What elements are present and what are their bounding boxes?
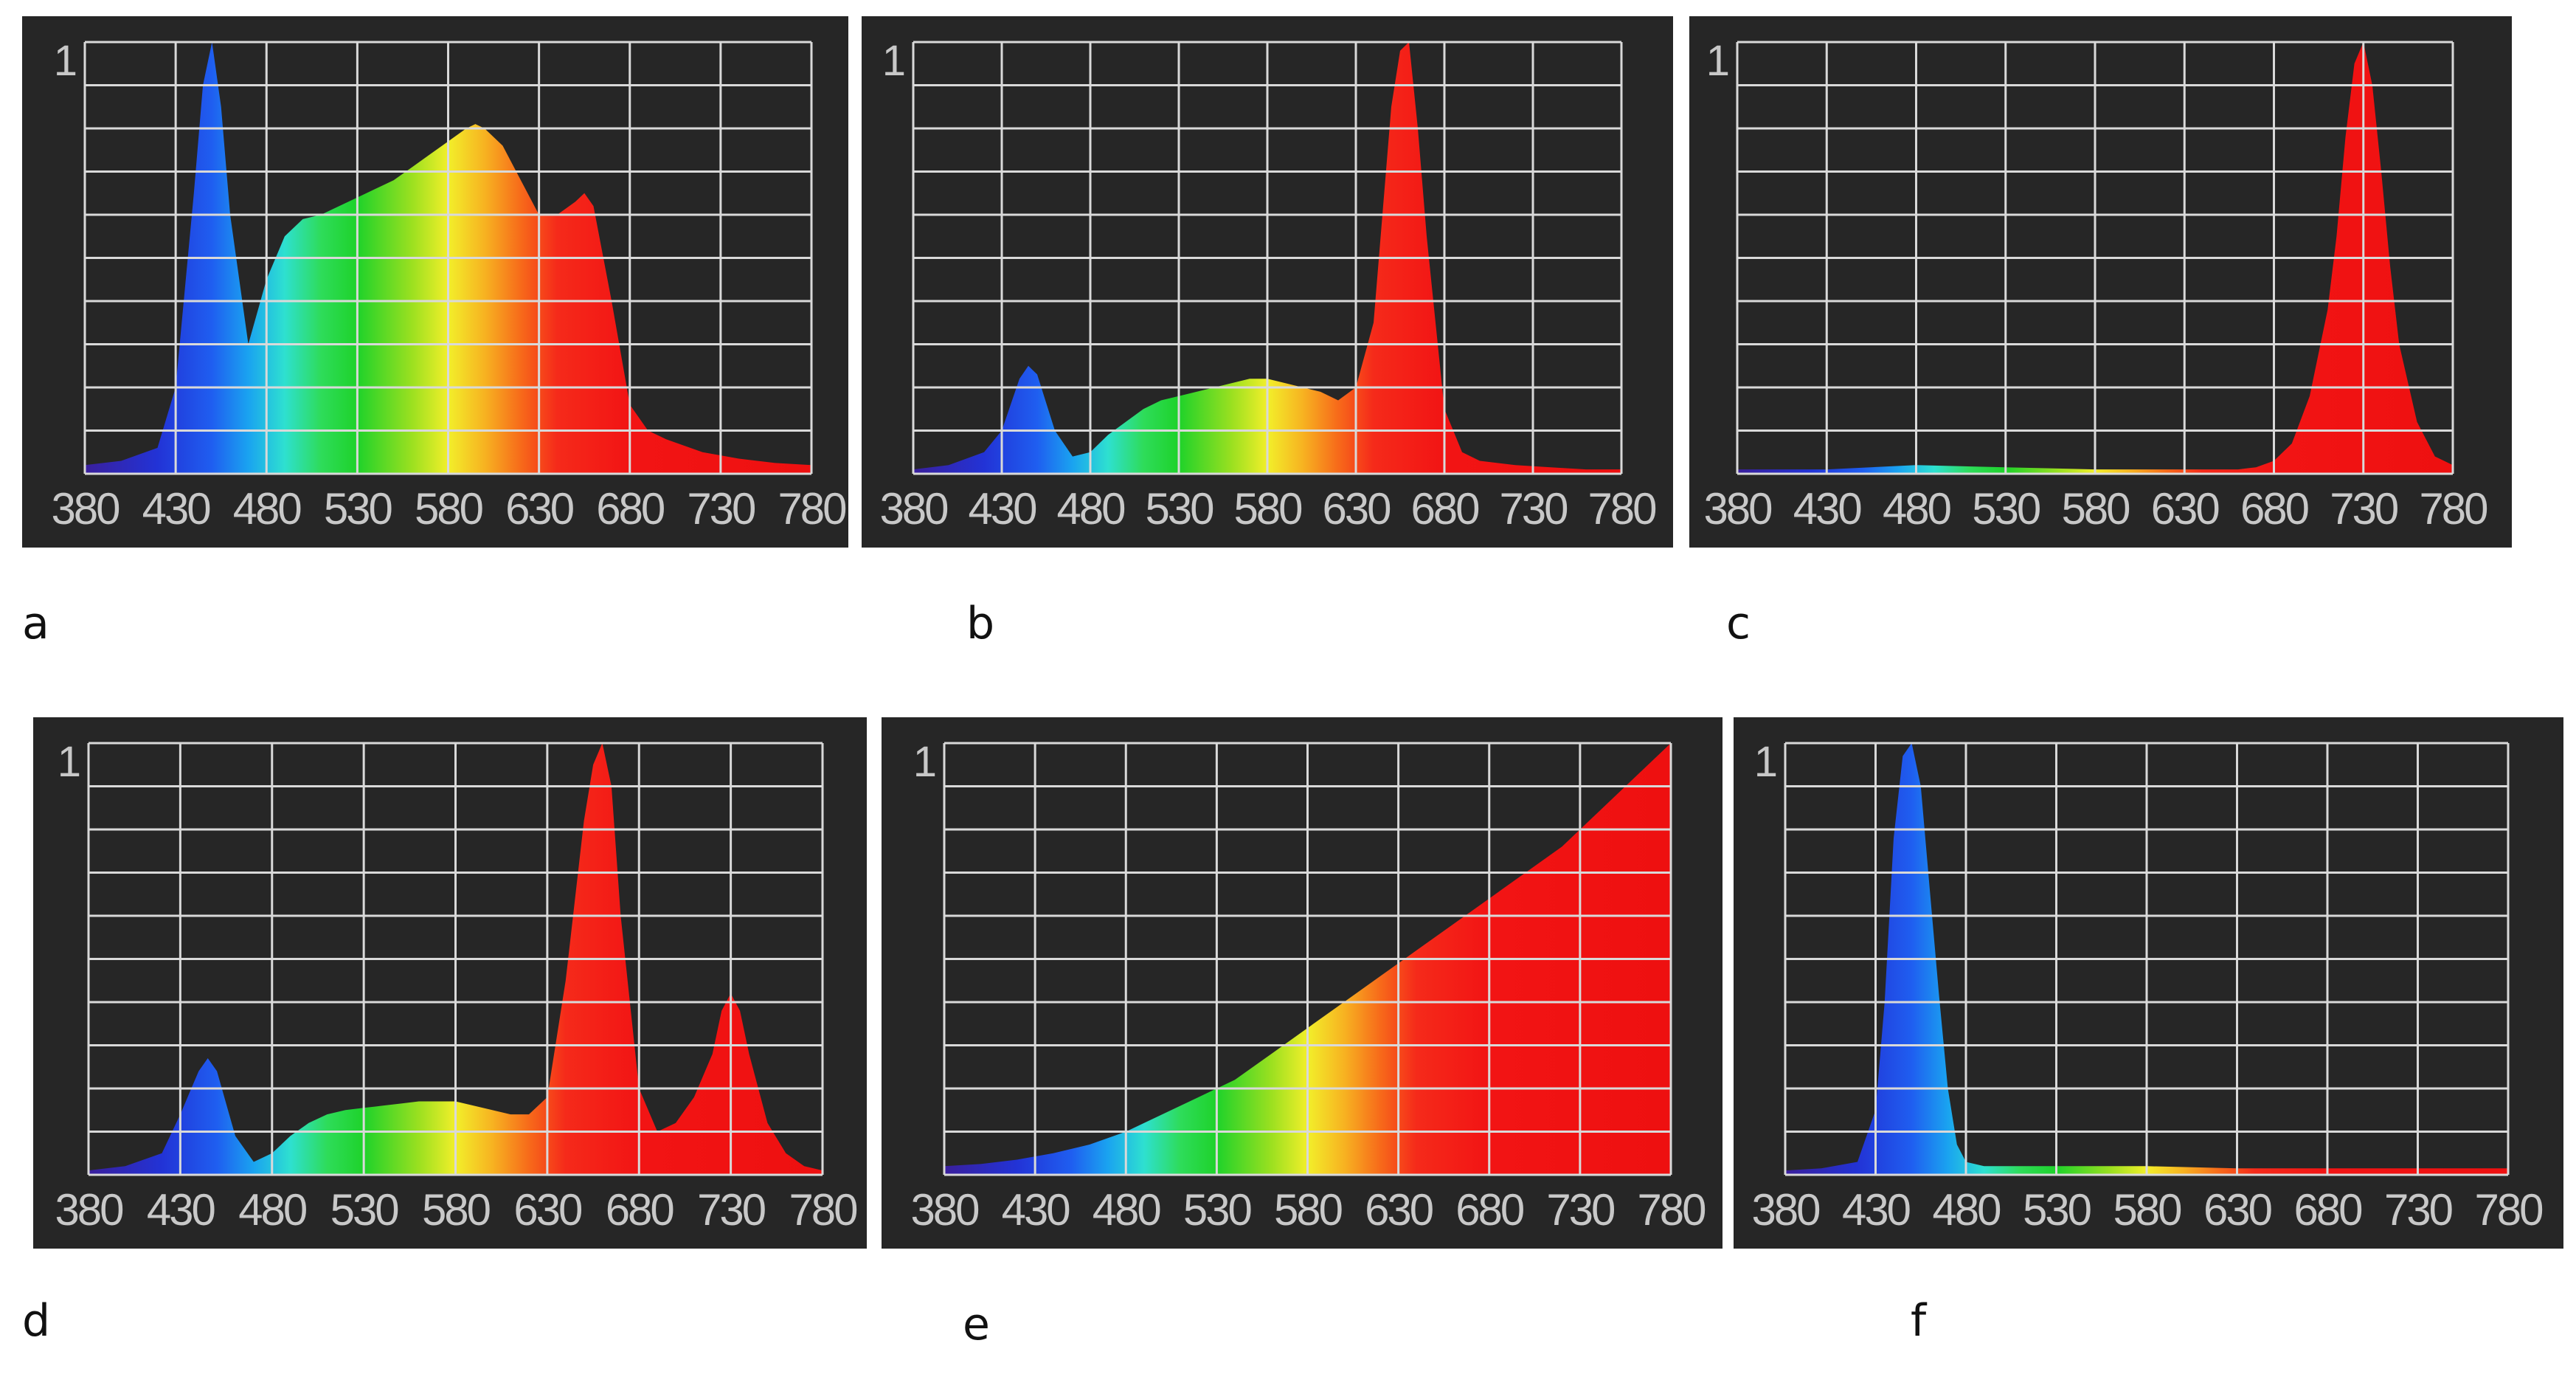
x-tick-label: 580 (1274, 1185, 1343, 1235)
x-tick-label: 480 (1883, 484, 1951, 534)
x-tick-label: 730 (2384, 1185, 2453, 1235)
chart-svg-a: 380 430 480 530 580 630 680 730 780 1 (51, 37, 848, 534)
x-tick-label: 580 (2113, 1185, 2181, 1235)
grid (1736, 41, 2454, 475)
x-tick-label: 480 (233, 484, 302, 534)
x-tick-label: 530 (330, 1185, 399, 1235)
x-tick-label: 630 (505, 484, 574, 534)
x-tick-label: 430 (147, 1185, 215, 1235)
x-tick-label: 630 (2203, 1185, 2272, 1235)
x-tick-label: 480 (1093, 1185, 1161, 1235)
x-tick-label: 580 (1233, 484, 1302, 534)
x-tick-label: 380 (55, 1185, 123, 1235)
x-tick-label: 630 (2151, 484, 2220, 534)
x-tick-label: 480 (1932, 1185, 2001, 1235)
chart-panel-a: 380 430 480 530 580 630 680 730 780 1 (22, 16, 848, 548)
grid (912, 41, 1623, 475)
x-tick-label: 730 (1499, 484, 1568, 534)
chart-svg-c: 380 430 480 530 580 630 680 730 780 1 (1703, 37, 2490, 534)
y-axis-max-label: 1 (913, 738, 937, 786)
x-tick-label: 780 (1637, 1185, 1706, 1235)
x-tick-label: 380 (879, 484, 948, 534)
caption-f: f (1911, 1295, 1927, 1347)
y-axis-max-label: 1 (882, 37, 906, 85)
x-tick-label: 730 (2330, 484, 2398, 534)
x-tick-label: 630 (1365, 1185, 1433, 1235)
x-tick-label: 780 (2474, 1185, 2543, 1235)
x-tick-label: 380 (1751, 1185, 1820, 1235)
x-tick-label: 680 (2240, 484, 2309, 534)
x-tick-label: 430 (968, 484, 1036, 534)
x-tick-label: 780 (2419, 484, 2487, 534)
chart-panel-d: 380 430 480 530 580 630 680 730 780 1 (33, 717, 867, 1249)
caption-a: a (22, 598, 49, 649)
x-tick-label: 630 (513, 1185, 582, 1235)
x-tick-label: 430 (1842, 1185, 1911, 1235)
x-tick-label: 480 (1056, 484, 1125, 534)
x-tick-label: 680 (606, 1185, 674, 1235)
x-tick-label: 630 (1322, 484, 1391, 534)
chart-svg-b: 380 430 480 530 580 630 680 730 780 1 (879, 37, 1658, 534)
grid (1784, 742, 2510, 1176)
grid (83, 41, 813, 475)
x-tick-label: 730 (1546, 1185, 1615, 1235)
x-tick-label: 530 (1972, 484, 2040, 534)
caption-e: e (963, 1299, 990, 1350)
x-tick-label: 780 (789, 1185, 857, 1235)
x-tick-label: 780 (1588, 484, 1656, 534)
x-tick-label: 580 (2061, 484, 2130, 534)
x-tick-label: 680 (1410, 484, 1479, 534)
x-tick-label: 530 (1183, 1185, 1252, 1235)
chart-svg-d: 380 430 480 530 580 630 680 730 780 1 (55, 738, 859, 1235)
caption-d: d (22, 1295, 51, 1347)
x-tick-label: 780 (778, 484, 846, 534)
x-tick-label: 530 (324, 484, 392, 534)
x-tick-label: 680 (596, 484, 665, 534)
chart-panel-f: 380 430 480 530 580 630 680 730 780 1 (1734, 717, 2563, 1249)
y-axis-max-label: 1 (54, 37, 77, 85)
x-tick-label: 730 (697, 1185, 766, 1235)
chart-panel-c: 380 430 480 530 580 630 680 730 780 1 (1689, 16, 2512, 548)
x-tick-label: 380 (910, 1185, 979, 1235)
chart-svg-f: 380 430 480 530 580 630 680 730 780 1 (1751, 738, 2545, 1235)
caption-b: b (966, 598, 995, 649)
y-axis-max-label: 1 (58, 738, 81, 786)
x-tick-label: 380 (1703, 484, 1772, 534)
x-tick-label: 730 (687, 484, 755, 534)
y-axis-max-label: 1 (1706, 37, 1730, 85)
x-tick-label: 480 (238, 1185, 307, 1235)
x-tick-label: 680 (1455, 1185, 1524, 1235)
x-tick-label: 430 (1793, 484, 1862, 534)
grid (943, 742, 1672, 1176)
x-tick-label: 430 (1002, 1185, 1070, 1235)
x-tick-label: 530 (1145, 484, 1213, 534)
x-tick-label: 680 (2293, 1185, 2362, 1235)
chart-panel-e: 380 430 480 530 580 630 680 730 780 1 (882, 717, 1722, 1249)
x-tick-label: 380 (51, 484, 120, 534)
grid (87, 742, 824, 1176)
x-tick-label: 430 (142, 484, 211, 534)
chart-panel-b: 380 430 480 530 580 630 680 730 780 1 (862, 16, 1673, 548)
x-tick-label: 580 (415, 484, 483, 534)
x-tick-label: 530 (2023, 1185, 2091, 1235)
y-axis-max-label: 1 (1754, 738, 1778, 786)
chart-svg-e: 380 430 480 530 580 630 680 730 780 1 (910, 738, 1708, 1235)
caption-c: c (1726, 598, 1751, 649)
x-tick-label: 580 (422, 1185, 491, 1235)
